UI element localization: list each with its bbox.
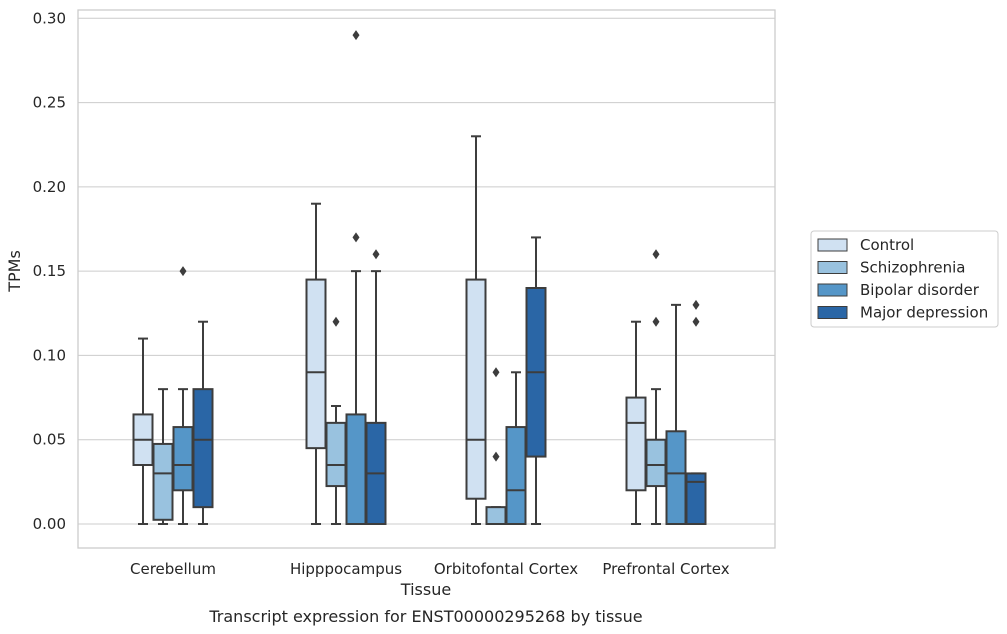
box-2-1 (485, 367, 507, 526)
plot-border (77, 9, 776, 549)
y-tick-label: 0.00 (33, 515, 66, 533)
legend-label: Schizophrenia (860, 259, 965, 277)
plot-frame (77, 9, 776, 549)
box-body (685, 472, 707, 525)
legend-entry: Schizophrenia (817, 259, 965, 277)
legend-entry: Control (817, 236, 914, 254)
legend-swatch (817, 283, 848, 297)
box-1-3 (365, 249, 387, 525)
box-1-2 (345, 30, 367, 526)
box-3-2 (665, 303, 687, 525)
box-1-0 (305, 202, 327, 525)
y-axis-label: TPMs (5, 250, 24, 293)
box-body (345, 413, 367, 526)
box-0-1 (152, 388, 174, 525)
x-tick-label: Orbitofontal Cortex (434, 560, 578, 578)
outlier-point (372, 249, 380, 260)
x-tick-label: Hipppocampus (290, 560, 402, 578)
box-body (305, 278, 327, 450)
box-body (485, 506, 507, 526)
outlier-point (652, 316, 660, 327)
outlier-point (652, 249, 660, 260)
outlier-point (692, 299, 700, 310)
box-0-3 (192, 320, 214, 525)
outlier-point (352, 30, 360, 41)
x-tick-label: Prefrontal Cortex (602, 560, 729, 578)
legend-label: Control (860, 236, 914, 254)
box-2-2 (505, 371, 527, 525)
outlier-point (352, 232, 360, 243)
box-0-2 (172, 266, 194, 525)
outlier-point (492, 367, 500, 378)
y-tick-label: 0.10 (33, 346, 66, 364)
outlier-point (332, 316, 340, 327)
box-0-0 (132, 337, 154, 525)
outlier-point (492, 451, 500, 462)
box-body (505, 426, 527, 525)
legend-entry: Bipolar disorder (817, 281, 980, 299)
box-2-3 (525, 236, 547, 525)
x-tick-label: Cerebellum (130, 560, 216, 578)
outlier-point (692, 316, 700, 327)
legend-frame (810, 230, 999, 328)
y-tick-label: 0.05 (33, 431, 66, 449)
box-3-1 (645, 249, 667, 525)
legend-label: Bipolar disorder (860, 281, 980, 299)
y-tick-label: 0.20 (33, 178, 66, 196)
box-1-1 (325, 316, 347, 525)
box-body (625, 396, 647, 492)
box-body (192, 388, 214, 509)
y-tick-label: 0.15 (33, 262, 66, 280)
x-axis-ticks: Cerebellum Hipppocampus Orbitofontal Corte… (130, 560, 730, 578)
box-3-3 (685, 299, 707, 525)
chart-caption: Transcript expression for ENST0000029526… (208, 607, 642, 626)
y-tick-label: 0.30 (33, 9, 66, 27)
box-body (325, 421, 347, 488)
legend-swatch (817, 306, 848, 319)
box-3-0 (625, 320, 647, 525)
box-body (465, 278, 487, 500)
box-body (665, 430, 687, 525)
box-2-0 (465, 135, 487, 525)
legend-label: Major depression (860, 304, 988, 322)
y-tick-label: 0.25 (33, 94, 66, 112)
box-groups (132, 30, 707, 526)
legend-swatch (817, 261, 848, 274)
outlier-point (179, 266, 187, 277)
box-body (645, 438, 667, 488)
legend: Control Schizophrenia Bipolar disorder Majo… (810, 230, 999, 328)
legend-swatch (817, 238, 848, 252)
box-body (152, 442, 174, 521)
box-body (172, 426, 194, 492)
x-axis-label: Tissue (400, 580, 451, 599)
y-axis-ticks: 0.00 0.05 0.10 0.15 0.20 0.25 0.30 (33, 9, 66, 533)
legend-entry: Major depression (817, 304, 988, 322)
